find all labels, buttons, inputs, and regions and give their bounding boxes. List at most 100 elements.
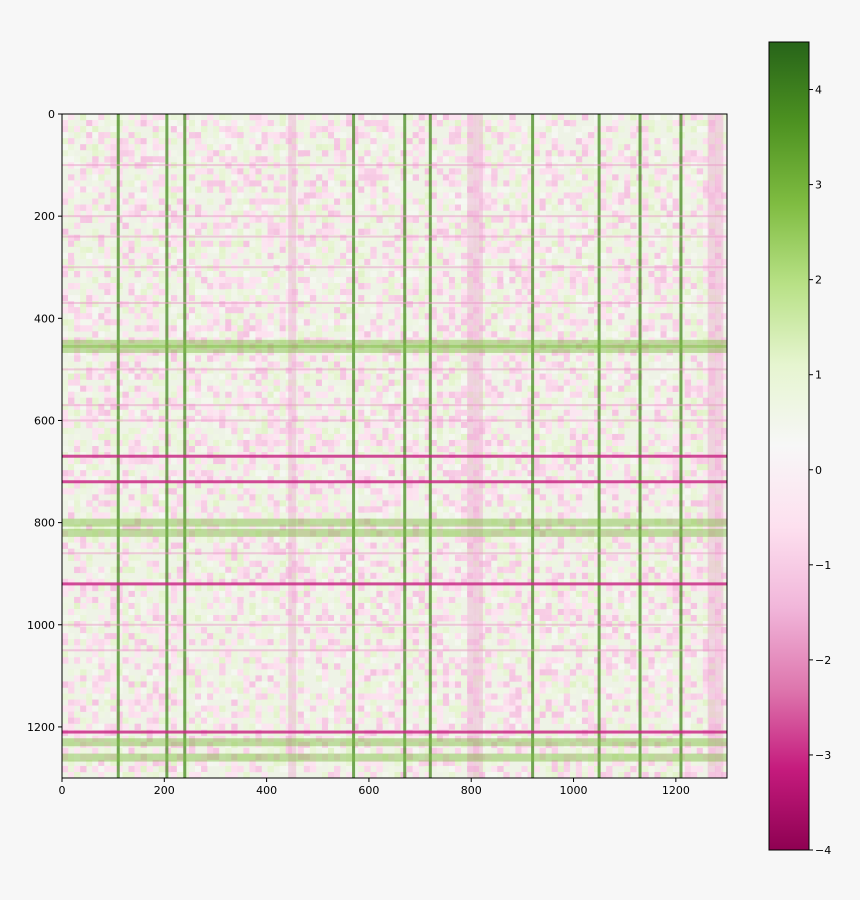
heatmap-cell [62, 337, 69, 344]
heatmap-cell [267, 476, 274, 483]
heatmap-cell [86, 349, 93, 356]
heatmap-cell [225, 482, 232, 489]
heatmap-cell [340, 258, 347, 266]
heatmap-cell [285, 349, 293, 356]
heatmap-cell [672, 114, 679, 121]
heatmap-cell [267, 343, 274, 350]
heatmap-cell [690, 126, 698, 133]
heatmap-cell [370, 361, 377, 368]
heatmap-cell [497, 234, 504, 242]
heatmap-cell [702, 325, 710, 332]
heatmap-cell [267, 331, 274, 338]
heatmap-cell [720, 138, 727, 145]
heatmap-cell [672, 482, 679, 489]
heatmap-cell [315, 482, 323, 489]
heatmap-cell [690, 276, 698, 284]
heatmap-cell [279, 246, 286, 254]
heatmap-cell [630, 476, 637, 483]
heatmap-cell [188, 234, 196, 242]
heatmap-cell [140, 144, 147, 151]
heatmap-cell [563, 367, 571, 374]
heatmap-cell [92, 349, 99, 356]
heatmap-cell [364, 446, 371, 453]
heatmap-cell [436, 258, 444, 266]
heatmap-cell [521, 458, 528, 465]
heatmap-cell [394, 295, 401, 302]
heatmap-cell [581, 283, 589, 290]
heatmap-cell [412, 289, 419, 296]
heatmap-cell [128, 446, 135, 453]
heatmap-cell [334, 186, 341, 193]
heatmap-cell [412, 319, 419, 326]
heatmap-cell [660, 385, 667, 392]
heatmap-cell [261, 464, 268, 471]
heatmap-cell [340, 409, 347, 417]
heatmap-cell [382, 427, 389, 435]
heatmap-cell [436, 379, 444, 386]
heatmap-cell [557, 234, 565, 242]
heatmap-cell [430, 337, 438, 344]
heatmap-cell [364, 186, 371, 193]
heatmap-cell [557, 433, 565, 441]
heatmap-cell [708, 458, 716, 465]
heatmap-cell [654, 126, 661, 133]
heatmap-cell [394, 283, 401, 290]
heatmap-cell [648, 488, 655, 495]
heatmap-cell [418, 150, 426, 157]
heatmap-cell [207, 295, 214, 302]
heatmap-cell [225, 234, 232, 242]
heatmap-cell [527, 313, 534, 320]
heatmap-cell [539, 222, 546, 229]
heatmap-cell [630, 252, 637, 260]
heatmap-cell [74, 198, 81, 205]
heatmap-cell [430, 180, 438, 187]
heatmap-cell [606, 427, 613, 435]
heatmap-cell [600, 289, 607, 296]
heatmap-cell [170, 325, 178, 332]
heatmap-cell [255, 409, 262, 417]
heatmap-cell [170, 403, 178, 411]
heatmap-cell [122, 180, 129, 187]
heatmap-cell [261, 331, 268, 338]
heatmap-cell [152, 427, 160, 435]
heatmap-cell [86, 144, 93, 151]
heatmap-cell [158, 349, 166, 356]
heatmap-cell [146, 307, 153, 314]
heatmap-cell [521, 132, 528, 139]
heatmap-cell [642, 464, 649, 471]
heatmap-cell [225, 325, 232, 332]
heatmap-cell [370, 234, 377, 242]
heatmap-cell [696, 283, 704, 290]
heatmap-cell [394, 186, 401, 193]
heatmap-cell [406, 373, 413, 380]
heatmap-cell [104, 240, 111, 248]
heatmap-cell [684, 126, 692, 133]
heatmap-cell [346, 120, 353, 127]
heatmap-cell [539, 313, 546, 320]
heatmap-cell [454, 409, 462, 417]
heatmap-cell [624, 198, 631, 205]
heatmap-cell [86, 126, 93, 133]
heatmap-cell [309, 355, 317, 362]
heatmap-cell [563, 482, 571, 489]
heatmap-cell [376, 337, 383, 344]
heatmap-cell [612, 246, 619, 254]
heatmap-cell [134, 270, 141, 278]
heatmap-cell [418, 391, 426, 399]
heatmap-cell [479, 216, 486, 223]
heatmap-cell [303, 446, 311, 453]
heatmap-cell [219, 168, 226, 175]
heatmap-cell [606, 313, 613, 320]
heatmap-cell [642, 295, 649, 302]
heatmap-cell [612, 192, 619, 199]
heatmap-cell [515, 252, 522, 260]
heatmap-cell [176, 192, 184, 199]
heatmap-cell [666, 246, 673, 254]
heatmap-cell [255, 331, 262, 338]
heatmap-cell [328, 252, 335, 260]
heatmap-cell [98, 276, 105, 284]
heatmap-cell [521, 361, 528, 368]
heatmap-cell [255, 439, 262, 447]
heatmap-cell [594, 313, 601, 320]
heatmap-cell [225, 446, 232, 453]
